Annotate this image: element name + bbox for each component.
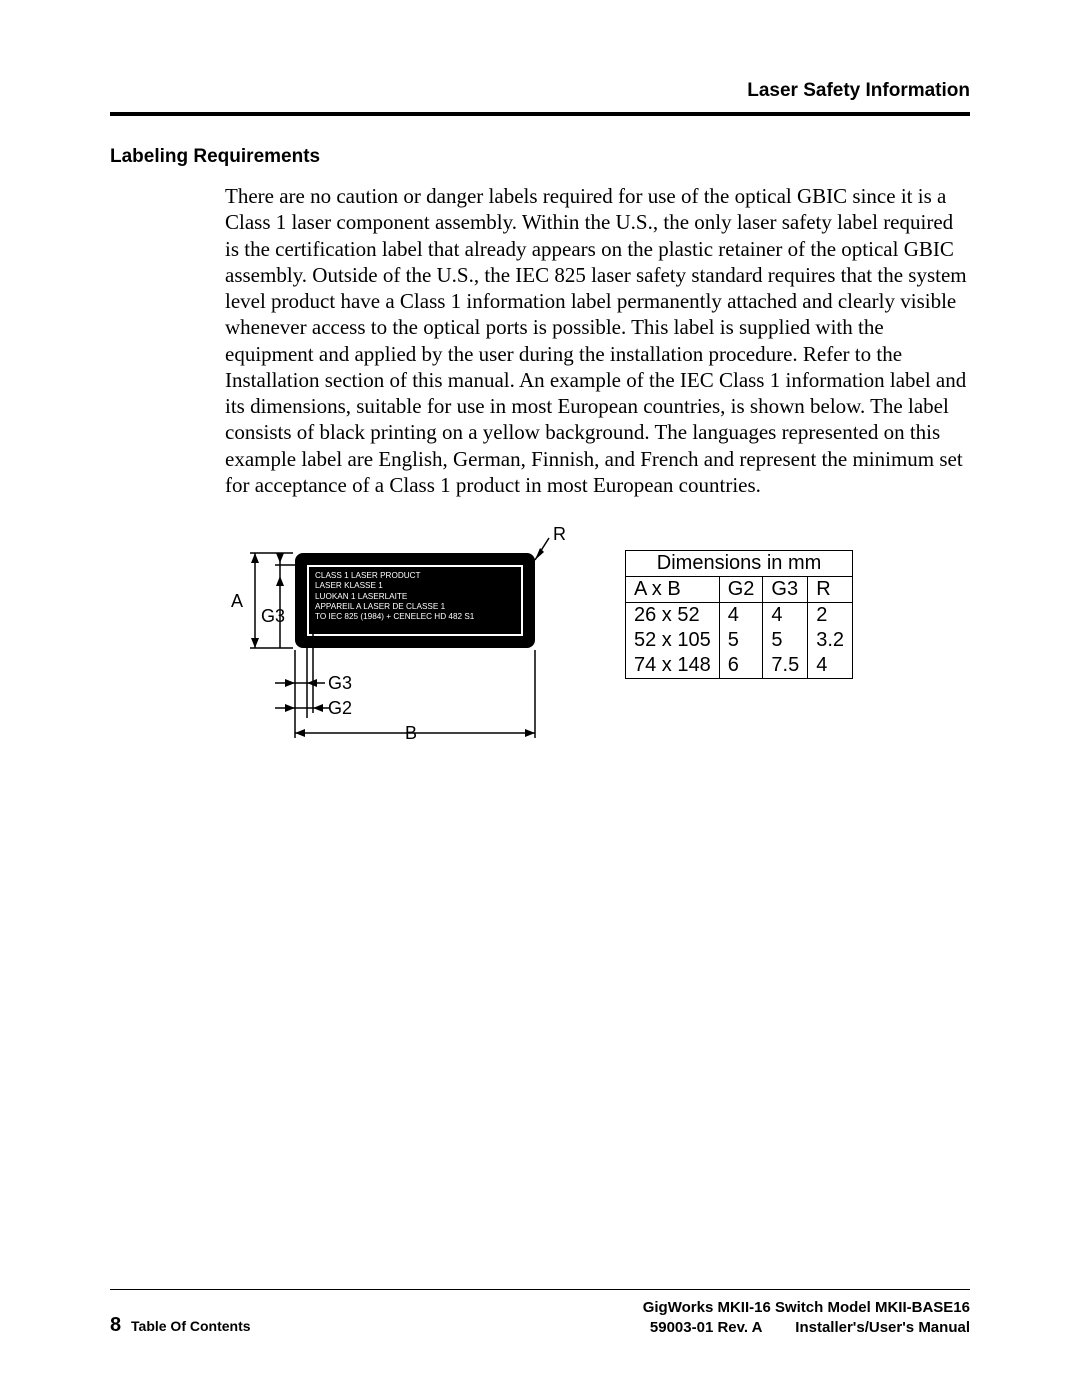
footer-right: GigWorks MKII-16 Switch Model MKII-BASE1… <box>643 1298 970 1337</box>
footer-rev: 59003-01 Rev. A <box>650 1319 762 1336</box>
toc-label: Table Of Contents <box>131 1318 251 1334</box>
table-cell: 7.5 <box>763 653 808 679</box>
table-cell: 4 <box>808 653 853 679</box>
footer-product: GigWorks MKII-16 Switch Model MKII-BASE1… <box>643 1298 970 1318</box>
annotation-r: R <box>553 524 566 545</box>
table-cell: 6 <box>719 653 763 679</box>
table-title: Dimensions in mm <box>626 551 853 577</box>
table-cell: 26 x 52 <box>626 603 720 629</box>
table-cell: 3.2 <box>808 628 853 653</box>
table-cell: 2 <box>808 603 853 629</box>
label-diagram: CLASS 1 LASER PRODUCT LASER KLASSE 1 LUO… <box>225 528 565 778</box>
dimensions-table: Dimensions in mm A x B G2 G3 R 26 x 52 4… <box>625 550 853 679</box>
table-header: R <box>808 577 853 603</box>
header-rule <box>110 112 970 116</box>
page-number: 8 <box>110 1314 121 1336</box>
table-cell: 5 <box>763 628 808 653</box>
table-header: G3 <box>763 577 808 603</box>
table-cell: 4 <box>763 603 808 629</box>
table-header: G2 <box>719 577 763 603</box>
table-header: A x B <box>626 577 720 603</box>
header-section-title: Laser Safety Information <box>110 80 970 102</box>
table-cell: 4 <box>719 603 763 629</box>
footer-left: 8 Table Of Contents <box>110 1314 251 1337</box>
annotation-g2: G2 <box>328 698 352 719</box>
table-cell: 52 x 105 <box>626 628 720 653</box>
annotation-a: A <box>231 591 243 612</box>
table-cell: 74 x 148 <box>626 653 720 679</box>
table-cell: 5 <box>719 628 763 653</box>
annotation-b: B <box>405 723 417 744</box>
dimension-overlay <box>225 528 565 778</box>
annotation-g3-bottom: G3 <box>328 673 352 694</box>
body-paragraph: There are no caution or danger labels re… <box>225 183 970 498</box>
footer-rule <box>110 1289 970 1290</box>
figure-row: CLASS 1 LASER PRODUCT LASER KLASSE 1 LUO… <box>225 528 970 778</box>
page-footer: 8 Table Of Contents GigWorks MKII-16 Swi… <box>110 1289 970 1337</box>
section-heading: Labeling Requirements <box>110 146 970 168</box>
footer-manual: Installer's/User's Manual <box>795 1319 970 1336</box>
annotation-g3-left: G3 <box>261 606 285 627</box>
page: Laser Safety Information Labeling Requir… <box>0 0 1080 1397</box>
